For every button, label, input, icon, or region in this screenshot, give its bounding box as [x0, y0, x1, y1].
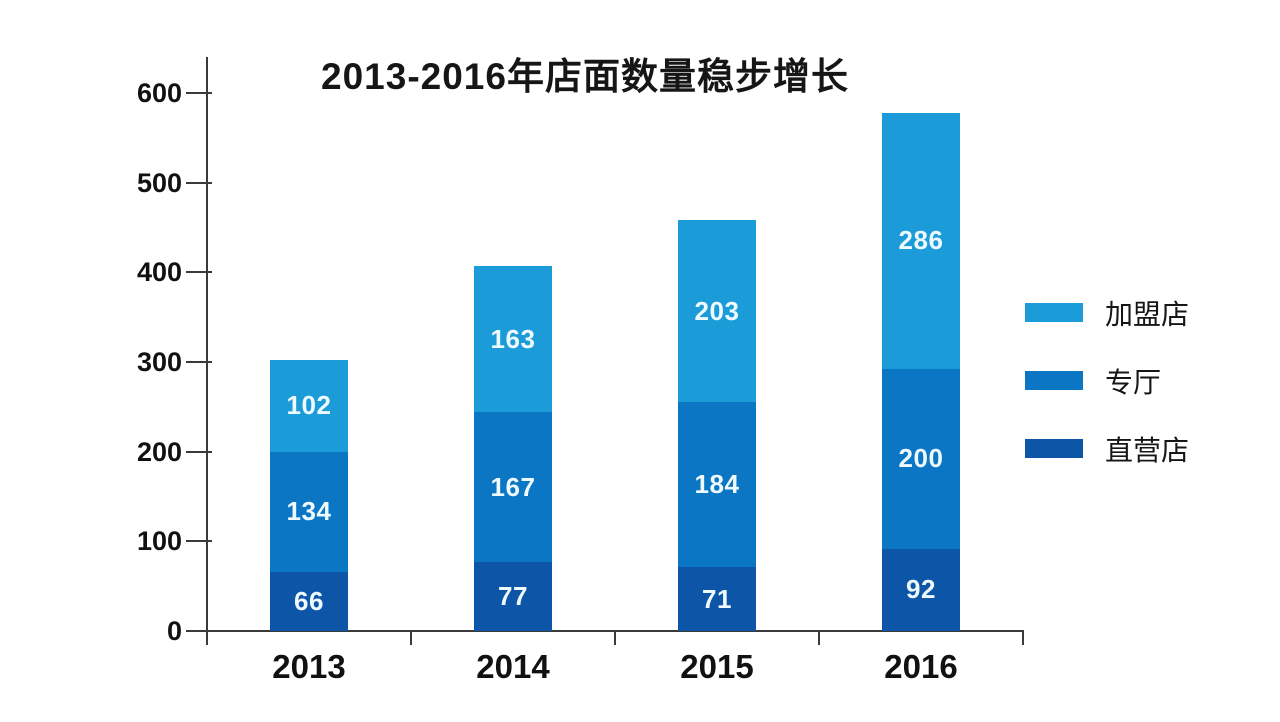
legend-label: 专厅	[1105, 366, 1162, 398]
bar-segment-专厅: 200	[882, 369, 960, 549]
y-axis-tick	[186, 540, 212, 543]
y-axis-line	[206, 57, 208, 644]
x-tick-label: 2014	[476, 648, 550, 685]
x-tick-label: 2016	[884, 648, 958, 685]
y-tick-label: 100	[136, 526, 182, 557]
legend-swatch	[1025, 371, 1083, 390]
legend-swatch	[1025, 303, 1083, 322]
bar-value-label: 203	[694, 295, 740, 326]
y-axis-tick	[186, 630, 212, 632]
bar-value-label: 66	[294, 585, 324, 616]
bar-value-label: 134	[286, 496, 332, 527]
y-axis-tick	[186, 450, 212, 453]
legend-label: 直营店	[1105, 434, 1190, 466]
legend-swatch	[1025, 439, 1083, 458]
bar-value-label: 92	[906, 574, 936, 605]
bar-segment-直营店: 92	[882, 548, 960, 631]
y-tick-label: 500	[136, 167, 182, 198]
bar-segment-专厅: 167	[474, 412, 552, 562]
x-tick-label: 2015	[680, 648, 754, 685]
bar-segment-直营店: 71	[678, 567, 756, 631]
bar-segment-直营店: 66	[270, 571, 348, 631]
y-axis-tick	[186, 271, 212, 274]
y-tick-label: 200	[136, 436, 182, 467]
x-axis-tick	[614, 632, 616, 645]
x-axis-tick	[410, 632, 412, 645]
bar-value-label: 286	[898, 225, 944, 256]
y-tick-label: 300	[136, 347, 182, 377]
x-axis-tick	[818, 632, 820, 645]
bar-segment-专厅: 134	[270, 451, 348, 572]
bar-segment-加盟店: 102	[270, 360, 348, 452]
legend: 加盟店 专厅 直营店	[1025, 299, 1189, 507]
y-tick-label: 400	[136, 257, 182, 288]
bar-segment-直营店: 77	[474, 561, 552, 631]
x-axis-tick	[1022, 632, 1024, 645]
chart-title: 2013-2016年店面数量稳步增长	[321, 56, 849, 97]
legend-item: 直营店	[1025, 435, 1189, 466]
legend-item: 加盟店	[1025, 299, 1189, 330]
y-tick-label: 0	[166, 616, 182, 646]
x-axis-tick	[206, 632, 208, 645]
y-tick-label: 600	[136, 78, 182, 108]
bar-segment-加盟店: 203	[678, 220, 756, 403]
y-axis-tick	[186, 92, 212, 94]
legend-item: 专厅	[1025, 367, 1189, 398]
bar-value-label: 102	[286, 390, 332, 421]
y-axis-tick	[186, 181, 212, 184]
bar-value-label: 184	[694, 469, 740, 500]
y-axis-tick	[186, 361, 212, 363]
bar-value-label: 167	[490, 471, 536, 502]
bar-value-label: 77	[498, 580, 528, 611]
x-axis-line	[192, 630, 1024, 632]
bar-value-label: 200	[898, 443, 944, 474]
bar-segment-加盟店: 286	[882, 112, 960, 370]
legend-label: 加盟店	[1105, 298, 1190, 330]
bar-value-label: 71	[702, 583, 732, 614]
bar-segment-专厅: 184	[678, 402, 756, 568]
bar-segment-加盟店: 163	[474, 266, 552, 413]
x-tick-label: 2013	[272, 648, 346, 685]
bar-value-label: 163	[490, 323, 536, 354]
